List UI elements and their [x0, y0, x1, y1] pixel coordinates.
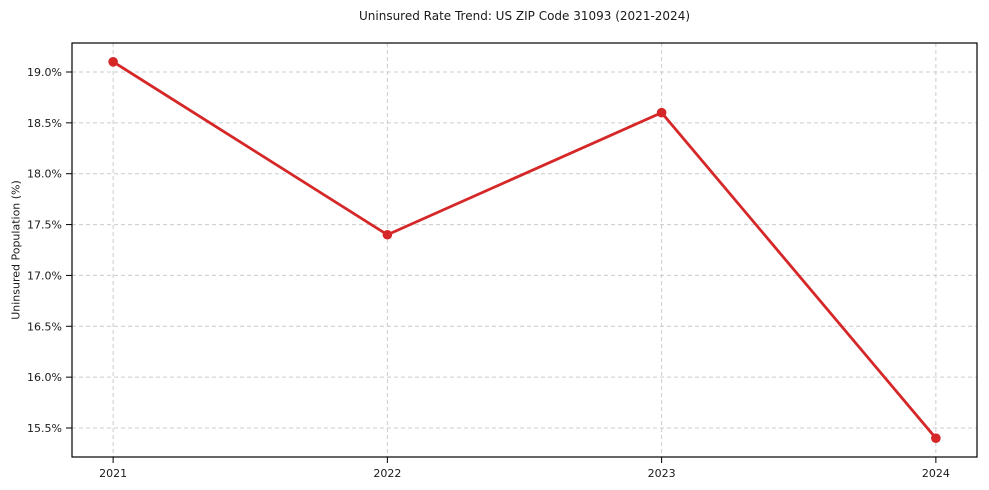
- data-point-marker: [656, 107, 667, 118]
- chart-title: Uninsured Rate Trend: US ZIP Code 31093 …: [358, 9, 691, 23]
- x-tick-label: 2023: [648, 467, 676, 480]
- data-point-marker: [108, 57, 118, 67]
- x-tick-label: 2021: [99, 467, 127, 480]
- plot-border: [71, 42, 978, 458]
- y-tick-label: 16.5%: [27, 320, 62, 333]
- y-tick-label: 18.5%: [27, 117, 62, 130]
- x-tick-label: 2022: [373, 467, 401, 480]
- y-tick-label: 19.0%: [27, 66, 62, 79]
- y-tick-label: 17.0%: [27, 269, 62, 282]
- x-tick-label: 2024: [922, 467, 950, 480]
- y-tick-label: 16.0%: [27, 371, 62, 384]
- y-tick-label: 18.0%: [27, 168, 62, 181]
- trend-line: [111, 60, 938, 440]
- data-point-marker: [931, 433, 941, 443]
- data-point-marker: [382, 229, 393, 240]
- y-tick-label: 17.5%: [27, 219, 62, 232]
- y-tick-label: 15.5%: [27, 422, 62, 435]
